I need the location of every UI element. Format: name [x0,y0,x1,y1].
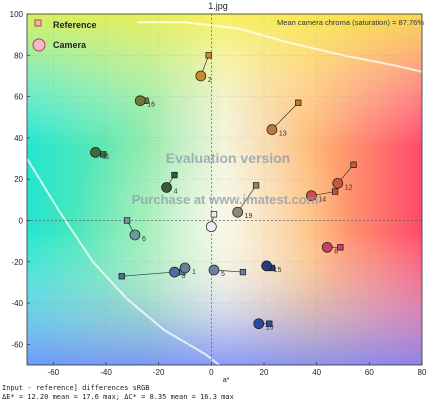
y-tick-label: 80 [14,51,23,60]
patch-label-12: 12 [345,184,353,191]
camera-point-13 [266,124,278,135]
y-tick-label: 40 [14,134,23,143]
x-tick-label: 0 [209,368,214,377]
x-tick-label: 20 [260,368,269,377]
camera-point-14 [306,190,317,202]
patch-label-5: 5 [221,271,225,278]
x-tick-label: -40 [100,368,112,377]
reference-point-2 [205,52,212,59]
patch-label-14: 14 [318,197,326,204]
camera-point-16 [134,95,146,107]
legend-label-camera: Camera [53,40,87,50]
reference-point-4 [171,171,178,179]
patch-label-10: 10 [266,325,274,332]
legend-marker-reference [34,19,42,27]
camera-point-19 [232,206,244,218]
camera-point-8 [321,241,333,253]
reference-point-11 [100,151,107,158]
reference-point-19 [252,182,260,189]
camera-point-12 [332,177,344,189]
x-tick-label: 80 [418,368,427,377]
patch-label-16: 16 [147,102,155,109]
patch-label-13: 13 [279,131,287,138]
reference-point-6 [123,217,131,224]
axes: -60 -40 -20 0 20 40 60 80 -60 -40 -20 0 20 40 60 80 100 [10,10,427,377]
reference-point-5 [239,268,247,276]
plot-background-center [27,14,422,365]
patch-label-1: 1 [192,269,196,276]
x-tick-label: -60 [48,368,60,377]
x-tick-label: 40 [312,368,321,377]
reference-point-12 [350,161,357,168]
x-tick-label: 60 [365,368,374,377]
camera-point-11 [90,146,101,158]
camera-point-15 [261,260,272,272]
error-line-13 [271,102,299,130]
error-line-3 [121,271,175,277]
y-tick-label: -40 [11,299,23,308]
reference-point-neutral [210,211,218,218]
reference-point-3 [118,273,125,280]
reference-point-10 [266,320,273,327]
x-axis-label: a* [223,377,230,384]
legend: Reference Camera [32,19,97,52]
y-tick-label: -60 [11,340,23,349]
reference-point-8 [337,244,344,251]
y-tick-label: 60 [14,93,23,102]
reference-point-14 [331,188,339,195]
patch-label-8: 8 [334,248,338,255]
y-tick-label: 0 [19,216,24,225]
camera-point-4 [161,182,172,193]
y-tick-label: 20 [14,175,23,184]
camera-point-5 [208,264,220,276]
footer-line-1: Input - reference] differences sRGB [2,384,150,392]
y-tick-label: 100 [10,10,24,19]
watermark-line-2: Purchase at www.imatest.com [132,192,319,207]
patch-label-15: 15 [274,267,282,274]
patch-label-3: 3 [181,273,185,280]
gamut-boundary-upper [137,21,422,73]
camera-point-10 [253,318,265,330]
chart-title: 1.jpg [208,1,228,11]
error-line-19 [237,185,257,213]
patch-label-6: 6 [142,236,146,243]
legend-marker-camera [32,38,46,52]
x-tick-label: -20 [153,368,165,377]
camera-point-neutral [205,221,217,233]
footer-line-2: ΔE* = 12.20 mean = 17.6 max; ΔC* = 8.35 … [2,393,234,401]
chart-annotation: Mean camera chroma (saturation) = 87.76% [277,18,424,27]
legend-label-reference: Reference [53,20,97,30]
patch-label-11: 11 [102,153,109,160]
watermark-line-1: Evaluation version [166,150,290,166]
camera-point-2 [195,70,207,82]
patch-label-19: 19 [245,213,253,220]
camera-point-1 [179,262,191,274]
y-tick-label: -20 [11,258,23,267]
reference-point-13 [295,99,302,106]
patch-label-4: 4 [174,188,178,195]
camera-point-6 [129,229,141,241]
gamut-boundary-lower [27,158,221,365]
camera-point-3 [169,266,180,278]
patch-label-2: 2 [208,77,212,84]
plot-frame [26,13,423,366]
